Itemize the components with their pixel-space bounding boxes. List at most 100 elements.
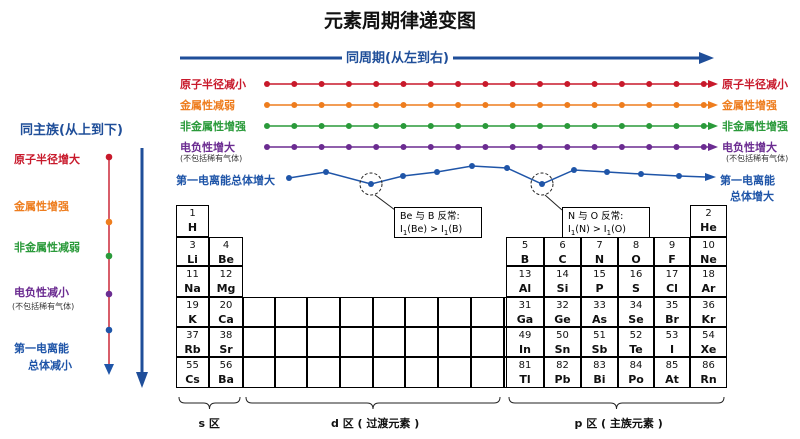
subscript: 1	[570, 228, 576, 237]
element-symbol: Ga	[516, 313, 534, 326]
trend-dot-radius	[646, 81, 653, 87]
ionization-dot	[400, 173, 406, 179]
trend-dot-metal	[291, 102, 298, 108]
ionization-dot	[469, 163, 475, 169]
group-dot	[105, 252, 113, 260]
group-item-label: 金属性增强	[14, 200, 69, 213]
element-symbol: P	[595, 282, 604, 295]
element-symbol: Na	[184, 282, 201, 295]
element-symbol: Ca	[218, 313, 234, 326]
trend-dot-radius	[400, 81, 407, 87]
trend-dot-metal	[537, 102, 543, 108]
element-number: 31	[518, 300, 532, 311]
block-label: p 区 ( 主族元素 )	[574, 417, 663, 430]
trend-dot-radius	[318, 81, 325, 87]
element-number: 84	[629, 360, 643, 371]
element-symbol: Ar	[701, 282, 716, 295]
element-cell: 56 Ba	[209, 357, 243, 388]
trend-dot-electroneg	[291, 144, 298, 150]
element-symbol: Al	[518, 282, 532, 295]
element-cell: 2 He	[690, 205, 727, 237]
d-block-empty-cell	[243, 297, 275, 327]
ionization-dot	[604, 169, 610, 175]
trend-dot-nonmetal	[400, 123, 407, 129]
element-number: 13	[518, 269, 532, 280]
element-number: 3	[189, 240, 196, 251]
element-number: 6	[559, 240, 566, 251]
element-number: 52	[629, 330, 643, 341]
element-number: 32	[556, 300, 569, 311]
left-label-ionization: 第一电离能总体增大	[176, 174, 275, 187]
trend-dot-metal	[673, 102, 680, 108]
trend-dot-metal	[646, 102, 653, 108]
group-item-label: 第一电离能	[14, 342, 69, 355]
subscript: 1	[402, 228, 408, 237]
ionization-dot	[676, 173, 682, 179]
element-symbol: Rn	[700, 373, 717, 386]
d-block-empty-cell	[471, 297, 504, 327]
anomaly-title: Be 与 B 反常:	[400, 211, 460, 222]
group-arrow-head	[136, 372, 148, 388]
group-dot	[105, 218, 113, 226]
element-symbol: Te	[629, 343, 643, 356]
trend-arrow-radius	[708, 80, 718, 88]
element-number: 18	[702, 269, 715, 280]
element-number: 33	[593, 300, 606, 311]
ionization-dot	[368, 181, 374, 187]
element-symbol: Mg	[216, 282, 236, 295]
element-symbol: C	[558, 253, 567, 266]
right-note-electroneg: (不包括稀有气体)	[726, 154, 789, 163]
trend-dot-nonmetal	[509, 123, 516, 129]
trend-dot-electroneg	[591, 144, 598, 150]
trend-dot-electroneg	[482, 144, 489, 150]
ionization-dot	[539, 181, 545, 187]
relation-text: I	[400, 224, 403, 235]
element-symbol: S	[632, 282, 640, 295]
element-cell: 13 Al	[506, 266, 544, 297]
trend-dot-nonmetal	[264, 123, 270, 129]
element-cell: 17 Cl	[654, 266, 690, 297]
relation-text: I	[568, 224, 571, 235]
element-cell: 18 Ar	[690, 266, 727, 297]
block-brace	[178, 396, 241, 410]
trend-dot-radius	[673, 81, 680, 87]
d-block-empty-cell	[438, 357, 471, 388]
trend-dot-radius	[455, 81, 462, 87]
anomaly-be-b-pointer	[374, 194, 396, 211]
element-symbol: Pb	[554, 373, 571, 386]
right-label-nonmetal: 非金属性增强	[722, 120, 788, 133]
element-cell: 86 Rn	[690, 357, 727, 388]
ionization-trend-line	[288, 165, 680, 185]
d-block-empty-cell	[405, 357, 438, 388]
trend-dot-nonmetal	[646, 123, 653, 129]
d-block-empty-cell	[373, 327, 405, 357]
trend-dot-nonmetal	[373, 123, 380, 129]
element-cell: 83 Bi	[581, 357, 618, 388]
element-cell: 82 Pb	[544, 357, 581, 388]
ionization-dot	[571, 167, 577, 173]
element-symbol: Cl	[666, 282, 678, 295]
element-number: 15	[593, 269, 606, 280]
d-block-empty-cell	[307, 297, 340, 327]
element-cell: 51 Sb	[581, 327, 618, 357]
element-cell: 16 S	[618, 266, 654, 297]
trend-dot-metal	[373, 102, 380, 108]
trend-dot-metal	[400, 102, 407, 108]
element-symbol: I	[669, 343, 675, 356]
element-cell: 35 Br	[654, 297, 690, 327]
element-number: 7	[596, 240, 603, 251]
element-number: 19	[186, 300, 199, 311]
d-block-empty-cell	[340, 327, 373, 357]
left-label-electroneg: 电负性增大	[180, 141, 235, 154]
trend-dot-nonmetal	[427, 123, 434, 129]
left-label-nonmetal: 非金属性增强	[180, 120, 246, 133]
period-arrow-head	[699, 52, 714, 64]
element-symbol: Sn	[554, 343, 571, 356]
trend-dot-radius	[427, 81, 434, 87]
element-symbol: Cs	[185, 373, 200, 386]
trend-dot-metal	[345, 102, 352, 108]
element-symbol: F	[668, 253, 676, 266]
relation-text: (B)	[448, 224, 463, 235]
